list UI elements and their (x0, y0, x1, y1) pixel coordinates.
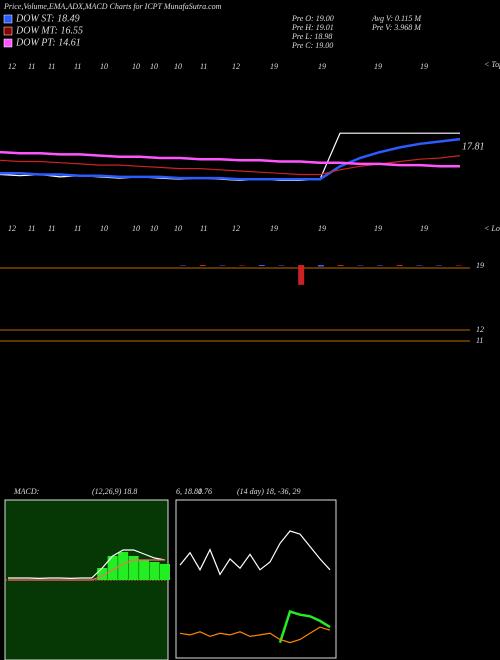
volume-bar (377, 265, 383, 266)
info: Pre V: 3.968 M (371, 23, 422, 32)
macd-label: 6, 18.81 (176, 487, 202, 496)
volume-bar (317, 265, 324, 267)
volume-bar (357, 265, 364, 266)
date-label: 11 (74, 62, 81, 71)
date-label: 12 (8, 62, 16, 71)
series-line (8, 549, 166, 580)
volume-bar (436, 265, 443, 266)
bottom-note: < Lown (484, 224, 500, 233)
info: Pre L: 18.98 (291, 32, 332, 41)
date-label: 11 (48, 62, 55, 71)
date-label: 10 (100, 62, 108, 71)
legend-entry: DOW MT: 16.55 (15, 25, 83, 36)
legend-swatch (3, 38, 13, 48)
date-label: 12 (232, 62, 240, 71)
price-label: 17.81 (462, 141, 485, 152)
volume-bar (455, 265, 462, 266)
histogram-bar (160, 564, 170, 580)
volume-bar (337, 265, 344, 266)
info: Pre H: 19.01 (291, 23, 334, 32)
volume-bar (199, 265, 206, 266)
date-label: 19 (318, 62, 326, 71)
info: Pre C: 19.00 (291, 41, 333, 50)
date-label: 19 (270, 224, 278, 233)
macd-label: MACD: (13, 487, 40, 496)
top-note: < Topa (484, 60, 500, 69)
date-label: 19 (420, 62, 428, 71)
volume-bar (416, 265, 423, 266)
histogram-bar (107, 556, 118, 580)
histogram-bar (97, 568, 108, 580)
histogram-bar (128, 556, 139, 580)
date-label: 19 (420, 224, 428, 233)
series-line (179, 530, 331, 576)
info: Pre O: 19.00 (291, 14, 334, 23)
mid-label: 11 (476, 336, 483, 345)
date-label: 11 (74, 224, 81, 233)
series-line (0, 132, 460, 182)
series-line (0, 150, 460, 168)
date-label: 19 (374, 62, 382, 71)
page-title: Price,Volume,EMA,ADX,MACD Charts for ICP… (3, 2, 222, 11)
volume-bar (239, 265, 246, 266)
macd-label: (12,26,9) 18.8 (92, 487, 137, 496)
date-label: 10 (132, 224, 140, 233)
histogram-bar (139, 560, 150, 580)
date-label: 10 (174, 224, 182, 233)
volume-bar (298, 265, 305, 285)
date-label: 10 (150, 224, 158, 233)
adx-panel (175, 499, 337, 659)
date-label: 10 (174, 62, 182, 71)
legend-entry: DOW PT: 14.61 (15, 37, 81, 48)
date-label: 10 (132, 62, 140, 71)
info: Avg V: 0.115 M (371, 14, 422, 23)
volume-bar (180, 265, 186, 266)
legend-swatch (3, 14, 13, 24)
date-label: 11 (28, 224, 35, 233)
volume-label: 19 (476, 261, 484, 270)
legend-entry: DOW ST: 18.49 (15, 13, 80, 24)
adx-label: (14 day) 18, -36, 29 (237, 487, 301, 496)
series-line (278, 610, 331, 643)
volume-bar (396, 265, 403, 266)
date-label: 12 (8, 224, 16, 233)
mid-label: 12 (476, 325, 484, 334)
volume-bar (278, 265, 285, 266)
volume-bar (219, 265, 226, 266)
histogram-bar (149, 562, 160, 580)
date-label: 11 (48, 224, 55, 233)
series-line (179, 626, 331, 644)
date-label: 19 (318, 224, 326, 233)
date-label: 11 (28, 62, 35, 71)
date-label: 12 (232, 224, 240, 233)
date-label: 11 (200, 62, 207, 71)
date-label: 19 (270, 62, 278, 71)
legend-swatch (3, 26, 13, 36)
volume-bar (258, 265, 265, 266)
date-label: 19 (374, 224, 382, 233)
date-label: 10 (100, 224, 108, 233)
series-line (8, 559, 165, 581)
date-label: 11 (200, 224, 207, 233)
histogram-bar (118, 552, 129, 580)
series-line (0, 137, 461, 181)
macd-label: 0.76 (198, 487, 212, 496)
date-label: 10 (150, 62, 158, 71)
